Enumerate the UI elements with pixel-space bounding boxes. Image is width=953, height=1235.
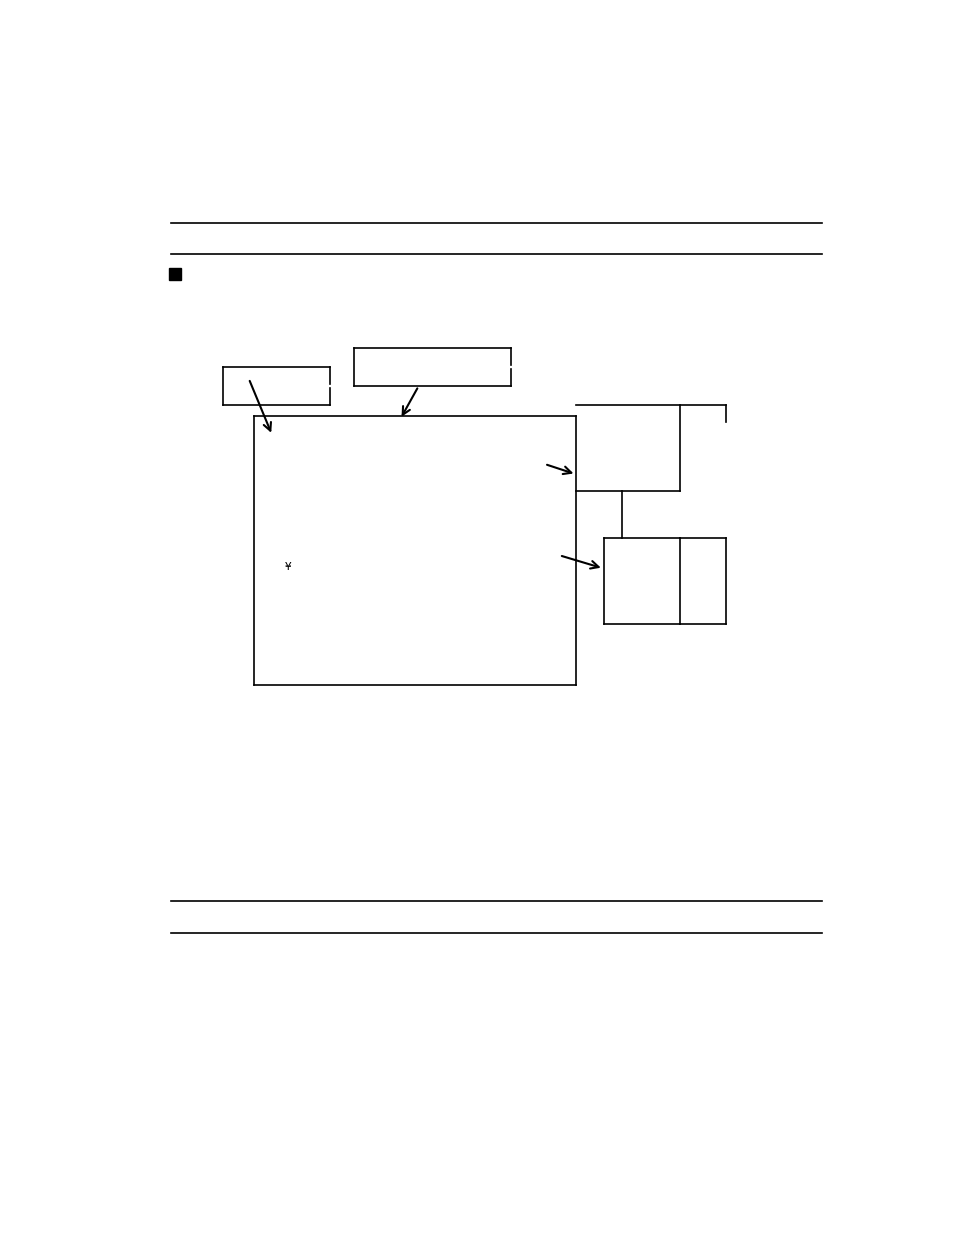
- Text: ¥: ¥: [284, 562, 291, 572]
